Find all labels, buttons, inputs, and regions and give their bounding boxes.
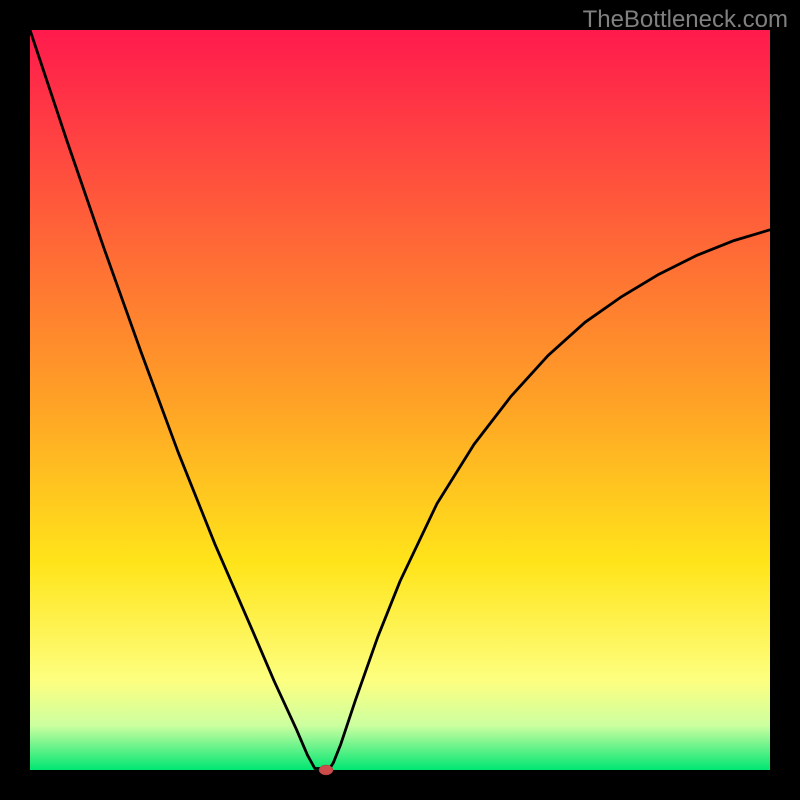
bottleneck-curve — [30, 30, 770, 769]
watermark-text: TheBottleneck.com — [583, 6, 788, 34]
curve-svg — [30, 30, 770, 770]
chart-plot-area — [30, 30, 770, 770]
optimal-point-marker — [319, 765, 333, 775]
